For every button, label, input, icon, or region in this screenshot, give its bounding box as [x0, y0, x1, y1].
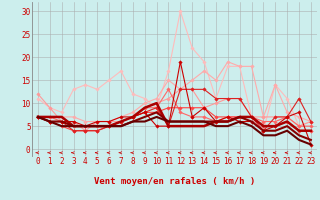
X-axis label: Vent moyen/en rafales ( km/h ): Vent moyen/en rafales ( km/h ): [94, 178, 255, 186]
